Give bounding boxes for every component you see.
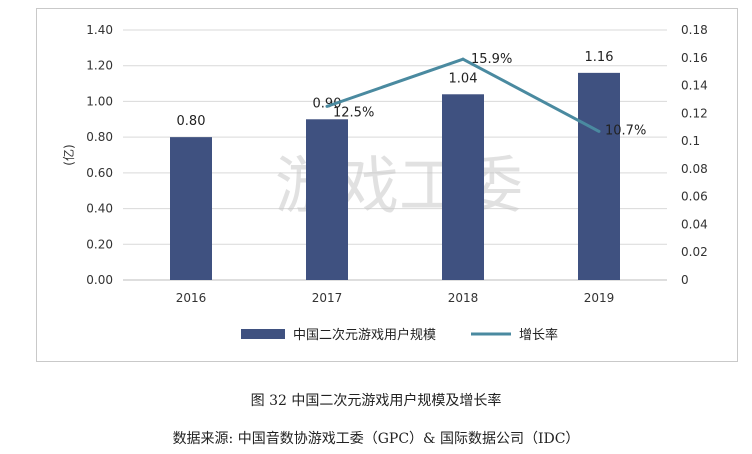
- bar-2019: [578, 72, 620, 280]
- y-tick-label: 1.00: [86, 94, 113, 108]
- y2-tick-label: 0.12: [681, 106, 708, 120]
- x-tick-label: 2018: [448, 291, 479, 305]
- y-tick-label: 0.00: [86, 273, 113, 287]
- legend-swatch-bars: [241, 329, 285, 339]
- growth-rate-point: [597, 129, 601, 133]
- bar-2016: [170, 137, 212, 280]
- y2-tick-label: 0.06: [681, 190, 708, 204]
- y2-tick-label: 0.16: [681, 51, 708, 65]
- growth-rate-label: 15.9%: [471, 52, 512, 67]
- y-tick-label: 1.40: [86, 23, 113, 37]
- source-caption: 数据来源: 中国音数协游戏工委（GPC）& 国际数据公司（IDC）: [172, 431, 580, 447]
- x-tick-label: 2016: [176, 291, 207, 305]
- bar-2018: [442, 94, 484, 281]
- y2-tick-label: 0.02: [681, 245, 708, 259]
- bar-value-label: 0.80: [177, 114, 206, 129]
- figure-caption: 图 32 中国二次元游戏用户规模及增长率: [250, 393, 502, 409]
- y2-tick-label: 0.04: [681, 217, 708, 231]
- growth-rate-label: 12.5%: [333, 105, 374, 120]
- bar-value-label: 1.16: [585, 50, 614, 65]
- y-tick-label: 0.40: [86, 202, 113, 216]
- chart-frame: 0.00 0.20 0.40 0.60 0.80 1.00 1.20 1.40 0 0.02 0.0…: [36, 8, 738, 362]
- growth-rate-point: [325, 104, 329, 108]
- chart-svg: 0.00 0.20 0.40 0.60 0.80 1.00 1.20 1.40 0 0.02 0.0…: [61, 23, 708, 343]
- legend-label-line: 增长率: [519, 327, 558, 343]
- bar-value-label: 1.04: [449, 71, 478, 86]
- y-axis-label: (亿): [61, 144, 76, 165]
- x-tick-label: 2017: [312, 291, 343, 305]
- legend-label-bars: 中国二次元游戏用户规模: [293, 327, 436, 343]
- y2-tick-label: 0.08: [681, 162, 708, 176]
- bar-value-label: 0.90: [313, 96, 342, 111]
- y2-tick-label: 0.18: [681, 23, 708, 37]
- growth-rate-label: 10.7%: [605, 123, 646, 138]
- y2-tick-label: 0: [681, 273, 689, 287]
- growth-rate-point: [461, 57, 465, 61]
- y-tick-label: 1.20: [86, 59, 113, 73]
- y-tick-label: 0.60: [86, 166, 113, 180]
- y-tick-label: 0.80: [86, 130, 113, 144]
- y2-tick-label: 0.14: [681, 79, 708, 93]
- y-tick-label: 0.20: [86, 237, 113, 251]
- y2-tick-label: 0.1: [681, 134, 700, 148]
- x-tick-label: 2019: [584, 291, 615, 305]
- bar-2017: [306, 119, 348, 281]
